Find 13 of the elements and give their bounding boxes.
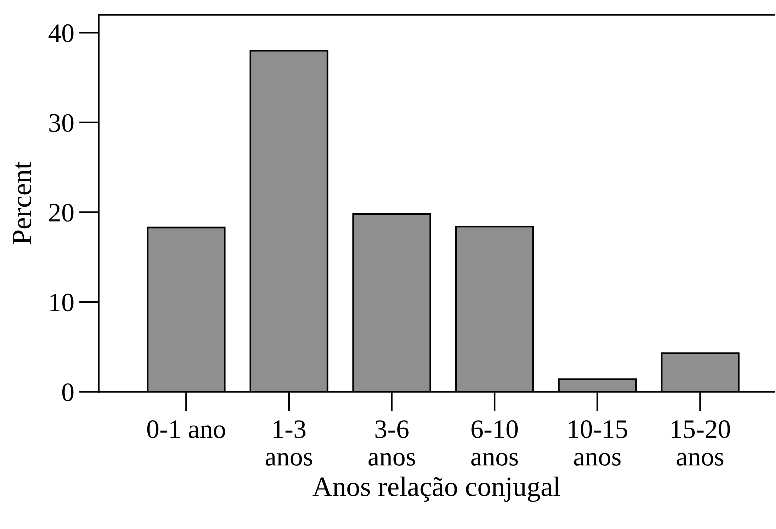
y-tick-label: 30 bbox=[50, 114, 74, 132]
y-tick-label: 20 bbox=[49, 204, 74, 222]
x-tick-label: 1-3 anos bbox=[266, 420, 312, 466]
x-tick-label: 0-1 ano bbox=[147, 420, 226, 438]
y-axis-title: Percent bbox=[13, 162, 32, 244]
y-tick-label: 10 bbox=[50, 294, 74, 312]
x-axis-title: Anos relação conjugal bbox=[312, 476, 560, 502]
y-tick-label: 40 bbox=[48, 24, 74, 42]
x-tick-label: 15-20 anos bbox=[672, 420, 730, 466]
x-tick-label: 3-6 anos bbox=[368, 420, 416, 466]
x-tick-label: 10-15 anos bbox=[569, 420, 628, 466]
y-tick-label: 0 bbox=[62, 384, 74, 402]
x-tick-label: 6-10 anos bbox=[472, 420, 518, 466]
